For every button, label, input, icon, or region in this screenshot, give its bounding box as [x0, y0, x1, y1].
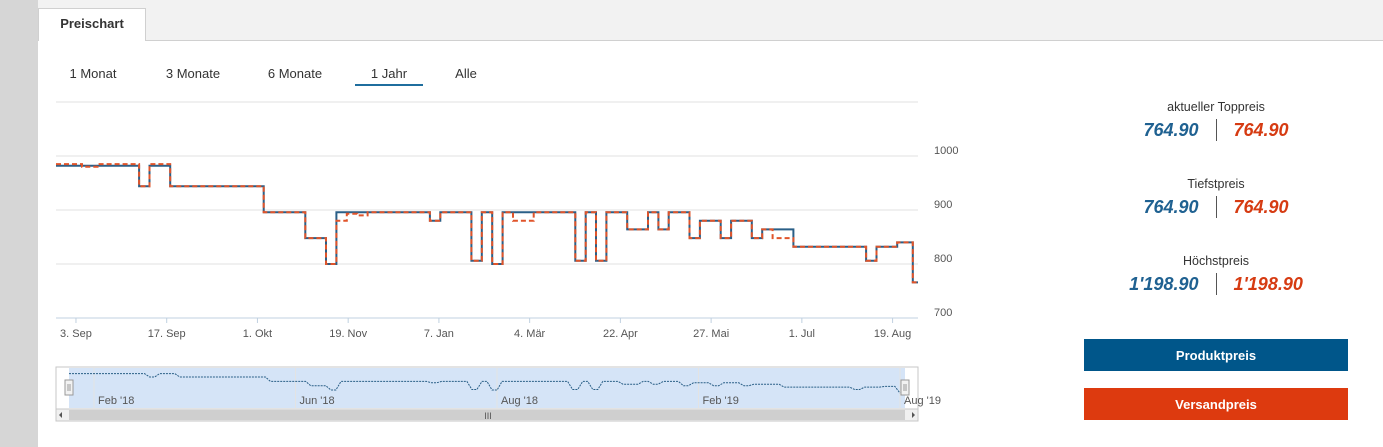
- navigator-date-label: Jun '18: [300, 395, 335, 407]
- x-tick-label: 7. Jan: [424, 328, 454, 340]
- stat-product-value: 764.90: [1143, 196, 1199, 217]
- scrollbar-thumb[interactable]: [69, 410, 905, 420]
- stat-divider: [1215, 119, 1217, 141]
- stat-product-value: 764.90: [1143, 119, 1199, 140]
- stat-label: Tiefstpreis: [1187, 177, 1245, 191]
- x-tick-label: 19. Aug: [874, 328, 911, 340]
- stat-divider: [1215, 273, 1217, 295]
- navigator-selected-range[interactable]: [69, 368, 905, 408]
- y-axis-labels: 1000 900 800 700: [934, 145, 958, 319]
- x-tick-label: 22. Apr: [603, 328, 638, 340]
- x-tick-label: 19. Nov: [329, 328, 367, 340]
- navigator-date-label: Feb '18: [98, 395, 134, 407]
- scroll-right-arrow-icon[interactable]: [912, 412, 915, 418]
- chart-series: [56, 163, 918, 284]
- tab-bar: Preischart: [38, 0, 1383, 41]
- stat-shipping-value: 1'198.90: [1233, 273, 1303, 294]
- navigator-date-label: Aug '18: [501, 395, 538, 407]
- stat-lowest-price: Tiefstpreis 764.90 764.90: [1084, 177, 1348, 218]
- x-tick-label: 3. Sep: [60, 328, 92, 340]
- navigator-date-label: Aug '19: [904, 395, 941, 407]
- legend-versandpreis-button[interactable]: Versandpreis: [1084, 388, 1348, 420]
- tab-preischart[interactable]: Preischart: [38, 8, 146, 41]
- stat-shipping-value: 764.90: [1233, 119, 1289, 140]
- legend-produktpreis-button[interactable]: Produktpreis: [1084, 339, 1348, 371]
- navigator-handle-right[interactable]: [900, 379, 910, 396]
- range-3-monate[interactable]: 3 Monate: [165, 65, 221, 81]
- x-tick-label: 27. Mai: [693, 328, 729, 340]
- x-tick-label: 1. Jul: [789, 328, 815, 340]
- scrollbar-grip: III: [484, 411, 492, 421]
- range-1-jahr[interactable]: 1 Jahr: [355, 62, 423, 86]
- x-tick-label: 1. Okt: [243, 328, 272, 340]
- stat-shipping-value: 764.90: [1233, 196, 1289, 217]
- y-tick-label: 700: [934, 307, 952, 319]
- x-tick-label: 4. Mär: [514, 328, 546, 340]
- range-alle[interactable]: Alle: [455, 65, 477, 81]
- stat-product-value: 1'198.90: [1129, 273, 1199, 294]
- navigator-handle-left[interactable]: [64, 379, 74, 396]
- stat-label: Höchstpreis: [1183, 254, 1249, 268]
- stat-highest-price: Höchstpreis 1'198.90 1'198.90: [1084, 254, 1348, 295]
- stat-divider: [1215, 196, 1217, 218]
- x-tick-label: 17. Sep: [148, 328, 186, 340]
- x-axis-labels: 3. Sep 17. Sep 1. Okt 19. Nov 7. Jan 4. Mär 22…: [60, 318, 911, 340]
- navigator-date-label: Feb '19: [703, 395, 739, 407]
- stat-current-top-price: aktueller Toppreis 764.90 764.90: [1084, 100, 1348, 141]
- navigator-series-line: [69, 373, 901, 394]
- stat-label: aktueller Toppreis: [1167, 100, 1265, 114]
- y-tick-label: 1000: [934, 145, 958, 157]
- y-tick-label: 900: [934, 199, 952, 211]
- navigator-grid: [93, 368, 901, 408]
- series-produktpreis-line: [56, 164, 918, 284]
- scroll-left-arrow-icon[interactable]: [59, 412, 62, 418]
- series-versandpreis-line: [56, 163, 918, 284]
- y-tick-label: 800: [934, 253, 952, 265]
- chart-gridlines: [56, 101, 918, 265]
- range-6-monate[interactable]: 6 Monate: [267, 65, 323, 81]
- navigator-labels: Feb '18 Jun '18 Aug '18 Feb '19 Aug '19: [98, 395, 941, 407]
- range-1-monat[interactable]: 1 Monat: [69, 65, 117, 81]
